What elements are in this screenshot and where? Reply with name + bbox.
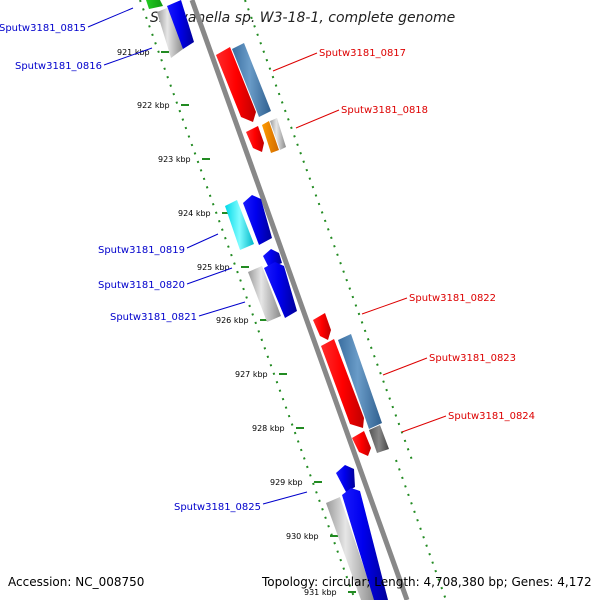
gene-sputw3181_0819-a[interactable] <box>225 200 254 250</box>
genome-backbone <box>189 0 410 600</box>
gene-sputw3181_0818-c[interactable] <box>270 118 286 150</box>
reverse-gene-label[interactable]: Sputw3181_0820 <box>98 280 185 291</box>
kbp-tick-label: 925 kbp <box>197 263 230 272</box>
accession-label: Accession: NC_008750 <box>8 575 145 589</box>
gene-sputw3181_0816-b[interactable] <box>167 0 194 49</box>
kbp-tick-label: 931 kbp <box>304 588 337 597</box>
reverse-leader-line <box>262 491 308 505</box>
inner-tick-rail <box>139 0 356 600</box>
gene-sputw3181_0821-a[interactable] <box>248 266 281 322</box>
gene-sputw3181_0822-a[interactable] <box>313 313 331 340</box>
gene-sputw3181_0817-a[interactable] <box>216 47 256 122</box>
forward-leader-line <box>382 357 428 376</box>
gene-sputw3181_0823-b[interactable] <box>338 334 382 429</box>
reverse-leader-line <box>198 301 246 317</box>
kbp-tick-label: 926 kbp <box>216 316 249 325</box>
gene-sputw3181_0824-a[interactable] <box>352 431 371 456</box>
gene-sputw3181_0824-b[interactable] <box>369 425 389 453</box>
gene-sputw3181_0823-a[interactable] <box>321 339 364 428</box>
reverse-gene-label[interactable]: Sputw3181_0825 <box>174 502 261 513</box>
forward-leader-line <box>401 415 447 433</box>
topology-label: Topology: circular; Length: 4,708,380 bp… <box>262 575 592 589</box>
gene-sputw3181_0825-a[interactable] <box>336 465 355 492</box>
gene-sputw3181_0817-b[interactable] <box>232 43 271 117</box>
kbp-scale: 921 kbp 922 kbp 923 kbp 924 kbp 925 kbp 926 k… <box>117 48 356 597</box>
gene-sputw3181_0825-c[interactable] <box>342 488 388 600</box>
kbp-tick-label: 927 kbp <box>235 370 268 379</box>
kbp-tick-label: 924 kbp <box>178 209 211 218</box>
forward-gene-label[interactable]: Sputw3181_0824 <box>448 411 535 422</box>
kbp-tick-label: 923 kbp <box>158 155 191 164</box>
gene-sputw3181_0825-b[interactable] <box>326 497 375 600</box>
forward-gene-label[interactable]: Sputw3181_0817 <box>319 48 406 59</box>
reverse-gene-label[interactable]: Sputw3181_0821 <box>110 312 197 323</box>
kbp-tick-label: 928 kbp <box>252 424 285 433</box>
gene-sputw3181_0816-a[interactable] <box>157 6 183 58</box>
forward-gene-label[interactable]: Sputw3181_0818 <box>341 105 428 116</box>
reverse-leader-line <box>87 7 134 28</box>
forward-leader-line <box>272 52 318 72</box>
outer-tick-rail <box>244 0 413 461</box>
forward-gene-label[interactable]: Sputw3181_0823 <box>429 353 516 364</box>
reverse-strand <box>146 0 388 600</box>
reverse-leader-line <box>186 267 233 285</box>
gene-sputw3181_0818-b[interactable] <box>262 121 279 153</box>
reverse-leader-line <box>103 47 153 66</box>
kbp-tick-label: 922 kbp <box>137 101 170 110</box>
reverse-leader-line <box>186 233 219 249</box>
forward-gene-label[interactable]: Sputw3181_0822 <box>409 293 496 304</box>
reverse-gene-label[interactable]: Sputw3181_0816 <box>15 61 102 72</box>
reverse-gene-labels: Sputw3181_0815 Sputw3181_0816 Sputw3181_08… <box>0 7 308 513</box>
forward-strand <box>216 43 389 456</box>
forward-leader-line <box>295 109 340 129</box>
forward-leader-line <box>361 297 408 315</box>
forward-gene-labels: Sputw3181_0817 Sputw3181_0818 Sputw3181_08… <box>272 48 535 433</box>
gene-sputw3181_0815-green[interactable] <box>146 0 163 9</box>
gene-sputw3181_0821-b[interactable] <box>264 262 297 318</box>
gene-sputw3181_0818-a[interactable] <box>246 126 264 152</box>
genome-title: Shewanella sp. W3-18-1, complete genome <box>150 10 456 26</box>
gene-sputw3181_0819-b[interactable] <box>243 195 272 245</box>
reverse-gene-label[interactable]: Sputw3181_0815 <box>0 23 86 34</box>
kbp-tick-label: 921 kbp <box>117 48 150 57</box>
kbp-tick-label: 930 kbp <box>286 532 319 541</box>
reverse-gene-label[interactable]: Sputw3181_0819 <box>98 245 185 256</box>
kbp-tick-label: 929 kbp <box>270 478 303 487</box>
